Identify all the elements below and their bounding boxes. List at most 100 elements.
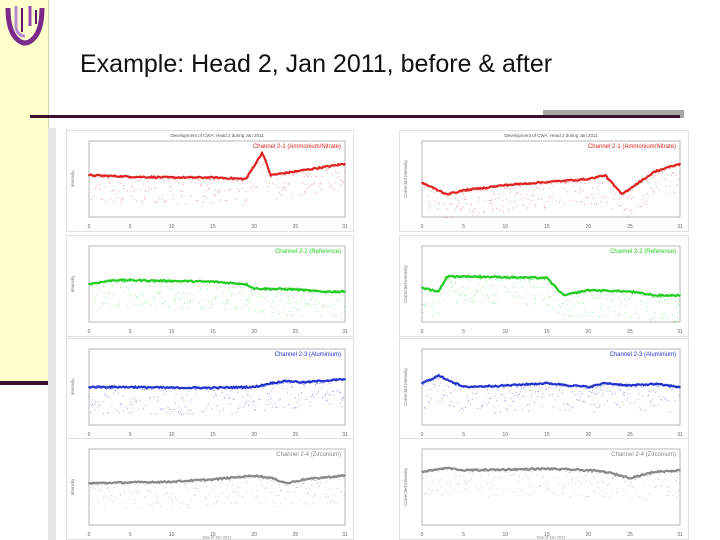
data-point	[327, 391, 329, 393]
data-point	[423, 311, 425, 313]
data-point	[594, 393, 596, 395]
data-point	[134, 387, 136, 389]
data-point	[665, 298, 667, 300]
data-point	[519, 295, 520, 297]
data-point	[112, 189, 114, 191]
data-point	[571, 391, 573, 393]
data-point	[665, 169, 667, 171]
x-axis-label: Day of Jan 2011	[203, 535, 233, 540]
data-point	[92, 486, 94, 488]
data-point	[568, 315, 570, 317]
data-point	[184, 484, 186, 486]
data-point	[207, 184, 209, 186]
data-point	[588, 291, 590, 293]
data-point	[465, 482, 467, 484]
data-point	[260, 480, 262, 482]
data-point	[476, 189, 478, 191]
data-point	[104, 394, 106, 396]
data-point	[92, 285, 94, 287]
data-point	[243, 287, 245, 289]
data-point	[307, 303, 309, 305]
data-point	[502, 200, 504, 202]
data-point	[575, 178, 577, 180]
data-point	[220, 481, 222, 483]
data-point	[194, 495, 196, 496]
data-point	[246, 199, 248, 201]
data-point	[613, 310, 615, 312]
data-point	[305, 488, 307, 490]
data-point	[206, 284, 208, 285]
data-point	[449, 405, 451, 407]
data-point	[536, 396, 538, 398]
data-point	[624, 478, 626, 480]
data-point	[174, 298, 176, 300]
data-point	[305, 503, 307, 504]
plot-area	[421, 140, 681, 218]
data-point	[341, 179, 343, 181]
series-point	[170, 386, 173, 389]
chart-title: Development of CWA: Head 2 during Jan 20…	[170, 133, 264, 138]
data-point	[425, 407, 426, 409]
data-point	[517, 488, 519, 490]
data-point	[582, 386, 584, 388]
data-point	[566, 386, 568, 388]
data-point	[116, 483, 118, 484]
data-point	[581, 387, 583, 389]
data-point	[218, 493, 220, 495]
data-point	[497, 387, 499, 389]
data-point	[533, 492, 535, 494]
data-point	[242, 307, 244, 309]
data-point	[633, 478, 635, 480]
data-point	[431, 315, 433, 316]
data-point	[123, 410, 125, 412]
data-point	[209, 307, 211, 309]
series-point	[462, 386, 465, 388]
data-point	[568, 482, 570, 484]
data-point	[202, 298, 204, 300]
data-point	[330, 381, 332, 383]
data-point	[600, 293, 602, 295]
data-point	[104, 393, 106, 394]
data-point	[332, 391, 334, 393]
data-point	[551, 384, 552, 386]
data-point	[132, 404, 134, 406]
data-point	[270, 486, 272, 487]
data-point	[316, 483, 318, 484]
series-point	[620, 193, 623, 196]
data-point	[233, 179, 235, 181]
data-point	[249, 297, 251, 299]
data-point	[606, 484, 608, 486]
data-point	[271, 479, 273, 481]
series-point	[302, 478, 305, 481]
data-point	[597, 386, 599, 387]
data-point	[308, 187, 310, 189]
right-chart-2: 0 5 10 15 20 25 31 Corrected Intensity Channel 2…	[399, 235, 689, 337]
data-point	[331, 493, 333, 495]
data-point	[441, 397, 443, 399]
data-point	[276, 292, 278, 294]
data-point	[107, 396, 109, 398]
data-point	[621, 487, 623, 489]
series-point	[562, 294, 565, 297]
data-point	[175, 479, 177, 481]
data-point	[327, 496, 329, 498]
data-point	[201, 178, 203, 180]
data-point	[307, 292, 309, 294]
data-point	[210, 299, 212, 301]
data-point	[487, 389, 489, 390]
data-point	[286, 314, 288, 316]
data-point	[202, 196, 204, 198]
data-point	[518, 480, 520, 482]
data-point	[120, 483, 122, 485]
data-point	[654, 391, 656, 393]
data-point	[303, 481, 305, 483]
data-point	[252, 292, 254, 294]
data-point	[284, 498, 286, 500]
data-point	[252, 185, 254, 187]
data-point	[425, 303, 426, 305]
data-point	[193, 487, 195, 489]
data-point	[217, 497, 219, 499]
data-point	[236, 180, 238, 182]
data-point	[144, 496, 146, 498]
series-point	[344, 378, 346, 381]
